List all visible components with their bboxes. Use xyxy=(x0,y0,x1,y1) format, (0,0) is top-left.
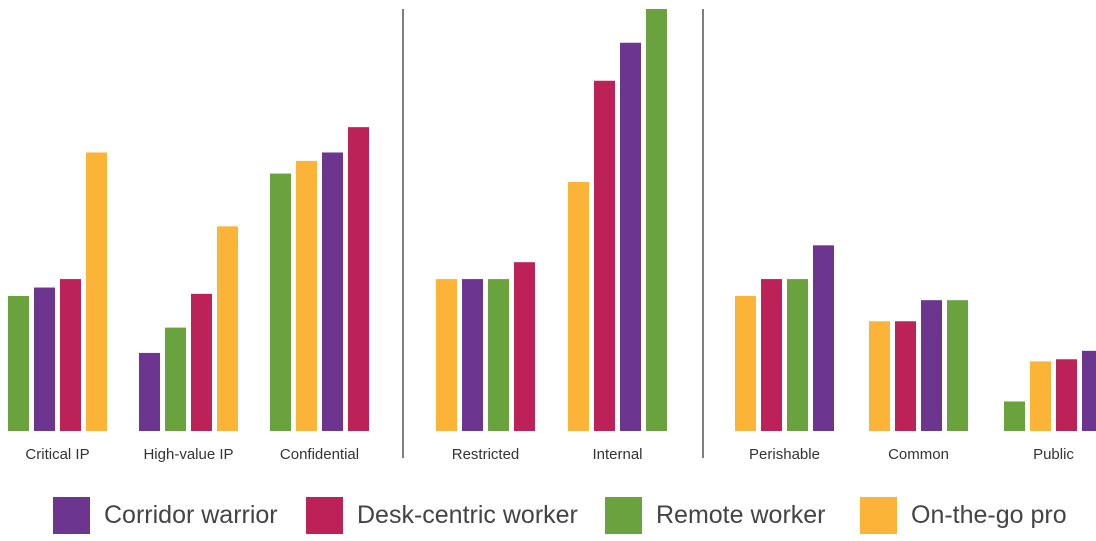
bar-public-corridor-warrior xyxy=(1082,350,1096,431)
legend-swatch xyxy=(306,497,343,534)
legend-label: On-the-go pro xyxy=(911,501,1067,529)
bar-internal-remote-worker xyxy=(646,9,667,431)
legend-item-desk-centric-worker: Desk-centric worker xyxy=(306,497,578,534)
bar-confidential-remote-worker xyxy=(270,173,291,431)
bar-restricted-corridor-warrior xyxy=(462,279,483,431)
bar-internal-corridor-warrior xyxy=(620,42,641,431)
bar-perishable-on-the-go-pro xyxy=(735,295,756,431)
x-tick-label-common: Common xyxy=(888,446,949,463)
legend-swatch xyxy=(53,497,90,534)
bar-high-value-ip-on-the-go-pro xyxy=(217,226,238,431)
x-tick-label-public: Public xyxy=(1033,446,1074,463)
bar-confidential-desk-centric-worker xyxy=(348,127,369,431)
bar-perishable-desk-centric-worker xyxy=(761,279,782,431)
bar-critical-ip-remote-worker xyxy=(8,295,29,431)
bar-critical-ip-corridor-warrior xyxy=(34,287,55,431)
x-tick-labels: Critical IP High-value IP Confidential Rest… xyxy=(25,446,1074,463)
bar-perishable-remote-worker xyxy=(787,279,808,431)
legend-item-on-the-go-pro: On-the-go pro xyxy=(860,497,1067,534)
group-dividers xyxy=(402,9,704,458)
bar-restricted-on-the-go-pro xyxy=(436,279,457,431)
bar-common-remote-worker xyxy=(947,300,968,431)
legend-item-corridor-warrior: Corridor warrior xyxy=(53,497,278,534)
legend-label: Corridor warrior xyxy=(104,501,278,529)
bar-confidential-on-the-go-pro xyxy=(296,160,317,432)
bar-high-value-ip-remote-worker xyxy=(165,327,186,431)
x-tick-label-confidential: Confidential xyxy=(280,446,359,463)
legend: Corridor warrior Desk-centric worker Rem… xyxy=(0,497,1096,541)
x-tick-label-perishable: Perishable xyxy=(749,446,820,463)
x-tick-label-restricted: Restricted xyxy=(452,446,520,463)
bar-restricted-remote-worker xyxy=(488,279,509,431)
bar-public-remote-worker xyxy=(1004,401,1025,431)
bar-common-desk-centric-worker xyxy=(895,321,916,431)
bar-critical-ip-desk-centric-worker xyxy=(60,279,81,431)
bar-internal-on-the-go-pro xyxy=(568,182,589,431)
bar-high-value-ip-desk-centric-worker xyxy=(191,293,212,431)
bar-common-on-the-go-pro xyxy=(869,321,890,431)
bar-restricted-desk-centric-worker xyxy=(514,262,535,431)
bar-high-value-ip-corridor-warrior xyxy=(139,352,160,431)
bar-critical-ip-on-the-go-pro xyxy=(86,152,107,432)
legend-swatch xyxy=(605,497,642,534)
legend-label: Remote worker xyxy=(656,501,826,529)
x-tick-label-high-value-ip: High-value IP xyxy=(143,446,233,463)
bar-perishable-corridor-warrior xyxy=(813,245,834,431)
bars-layer xyxy=(8,9,1096,432)
bar-common-corridor-warrior xyxy=(921,300,942,431)
legend-label: Desk-centric worker xyxy=(357,501,578,529)
bar-confidential-corridor-warrior xyxy=(322,152,343,432)
bar-public-on-the-go-pro xyxy=(1030,361,1051,431)
bar-chart: Critical IP High-value IP Confidential Rest… xyxy=(8,9,1096,463)
x-tick-label-critical-ip: Critical IP xyxy=(25,446,89,463)
bar-public-desk-centric-worker xyxy=(1056,359,1077,431)
legend-swatch xyxy=(860,497,897,534)
x-tick-label-internal: Internal xyxy=(592,446,642,463)
legend-item-remote-worker: Remote worker xyxy=(605,497,826,534)
bar-internal-desk-centric-worker xyxy=(594,80,615,432)
